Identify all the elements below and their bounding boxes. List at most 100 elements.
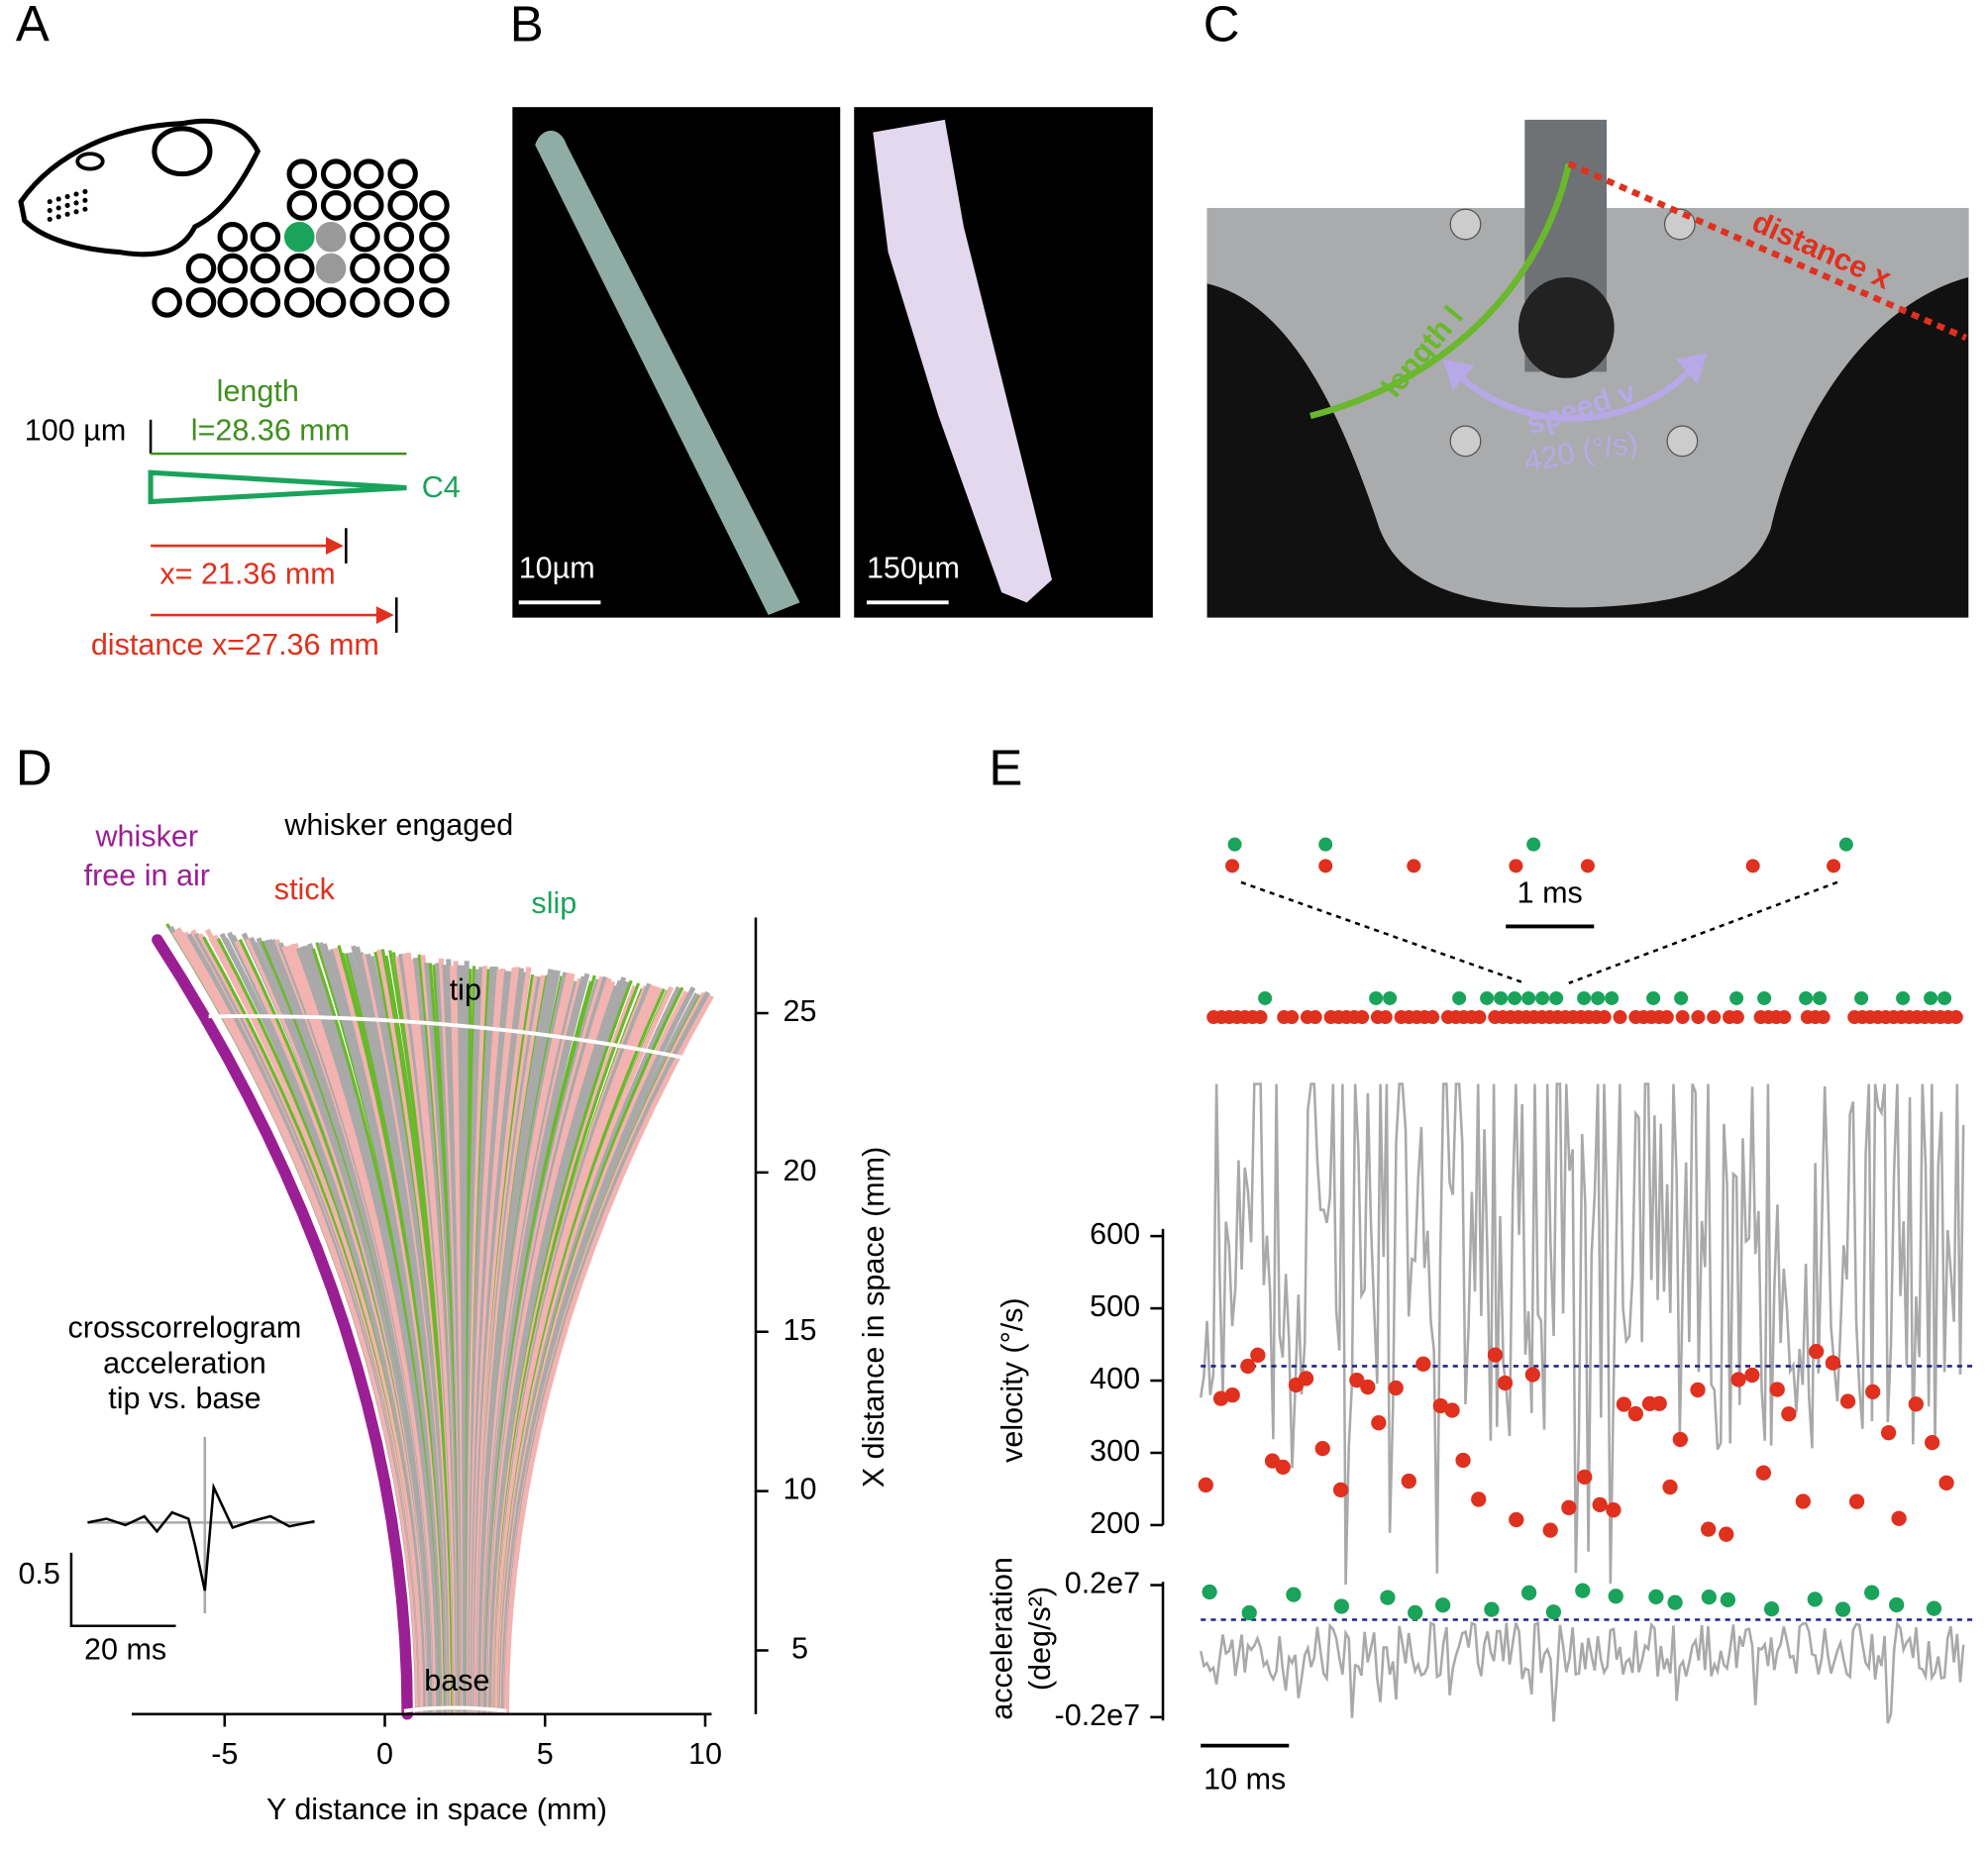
follicle (250, 253, 281, 284)
y-tick-label: 15 (784, 1313, 817, 1347)
follicle (320, 158, 352, 189)
slip-dot (1202, 1584, 1217, 1600)
label: 100 µm (25, 414, 126, 448)
slip-dot (1648, 1589, 1664, 1604)
slip-dot (1520, 1585, 1537, 1600)
stick-dot (1651, 1395, 1667, 1411)
inset-trace (87, 1482, 315, 1592)
stick-dot (1360, 1379, 1376, 1395)
whisker-free (152, 934, 413, 1720)
follicle (152, 287, 182, 318)
slip-dot (1286, 1587, 1302, 1602)
slip-dot (1333, 1598, 1349, 1614)
slip-dot (1729, 990, 1744, 1005)
label: l=28.36 mm (191, 414, 350, 448)
stick-dot (1690, 1382, 1706, 1398)
y-tick-label: 500 (1090, 1289, 1140, 1323)
panel-label: B (510, 0, 544, 51)
slip-dot (1889, 1596, 1905, 1613)
slip-dot (1452, 990, 1467, 1005)
whisker-photo (873, 119, 1053, 603)
stick-dot (1691, 1010, 1706, 1025)
stick-dot (1795, 1493, 1811, 1509)
stick-dot (1755, 1465, 1771, 1481)
screw (1449, 208, 1482, 241)
y-tick-label: 10 (784, 1473, 817, 1506)
follicle (353, 158, 384, 189)
stick-dot (1212, 1390, 1229, 1406)
slip-dot (1408, 1604, 1423, 1621)
axis-title: Y distance in space (mm) (266, 1793, 607, 1826)
follicle (250, 221, 281, 253)
stick-dot (1224, 1387, 1240, 1403)
panel-label: C (1203, 0, 1240, 51)
label: free in air (84, 859, 210, 892)
y-tick-label: 300 (1090, 1434, 1140, 1468)
arrow-head (325, 537, 344, 555)
x-tick-label: 5 (537, 1737, 554, 1771)
slip-dot (1258, 990, 1273, 1005)
stick-dot (1332, 1482, 1349, 1497)
follicle (185, 287, 217, 318)
label: acceleration (103, 1346, 266, 1380)
rat-head (18, 118, 262, 257)
panel-label: E (989, 739, 1022, 795)
stick-dot (1606, 1502, 1622, 1518)
slip-dot (1480, 990, 1495, 1005)
slip-dot (1526, 837, 1541, 852)
label: 20 ms (84, 1632, 166, 1666)
rat-ear (152, 126, 213, 177)
stick-dot (1509, 1511, 1524, 1528)
label: x= 21.36 mm (159, 558, 335, 591)
stick-dot (1809, 1343, 1825, 1360)
stick-dot (1388, 1380, 1404, 1396)
arrow-head (1442, 359, 1475, 391)
plate (1206, 207, 1969, 608)
slip-dot (1577, 990, 1592, 1005)
follicle (387, 158, 418, 189)
whisker-shape (148, 469, 407, 505)
arrow-head (375, 606, 394, 624)
slip-dot (1484, 1601, 1500, 1617)
pillar-base (1517, 276, 1615, 378)
slip-dot (1508, 990, 1522, 1005)
axis-title: X distance in space (mm) (857, 1147, 890, 1488)
follicle (353, 190, 384, 221)
stick-dot (1225, 859, 1240, 873)
speed-arrow (1453, 362, 1698, 422)
stick-dot (1729, 1010, 1744, 1025)
follicle (283, 287, 315, 318)
axis-title: acceleration (986, 1557, 1019, 1720)
stick-dot (1839, 1393, 1856, 1409)
stick-dot (1769, 1382, 1785, 1397)
stick-dot (1455, 1452, 1471, 1469)
stick-dot (1407, 859, 1421, 873)
stick-dot (1880, 1425, 1897, 1441)
follicle (419, 287, 450, 318)
label: whisker engaged (283, 808, 513, 842)
stick-dot (1672, 1431, 1688, 1448)
follicle (350, 287, 380, 318)
slip-dot (1854, 990, 1869, 1005)
slip-dot (1701, 1590, 1717, 1605)
stick-dot (1487, 1347, 1504, 1363)
slip-dot (1674, 990, 1689, 1005)
stick-dot (1745, 859, 1760, 873)
acceleration-trace (1199, 1620, 1965, 1724)
follicle (387, 190, 418, 221)
stick-dot (1627, 1405, 1643, 1422)
axis-title: velocity (°/s) (995, 1297, 1029, 1463)
axis-title: (deg/s²) (1023, 1587, 1057, 1691)
label: tip (450, 974, 481, 1007)
y-tick-label: 200 (1090, 1506, 1140, 1540)
slip-dot (1605, 990, 1620, 1005)
label: crosscorrelogram (68, 1311, 302, 1345)
follicle (283, 253, 315, 284)
follicle (286, 190, 318, 221)
slip-dot (1545, 1604, 1562, 1620)
slip-dot (1435, 1597, 1451, 1613)
stick-dot (1497, 1375, 1514, 1391)
slip-dot (1926, 1600, 1942, 1616)
